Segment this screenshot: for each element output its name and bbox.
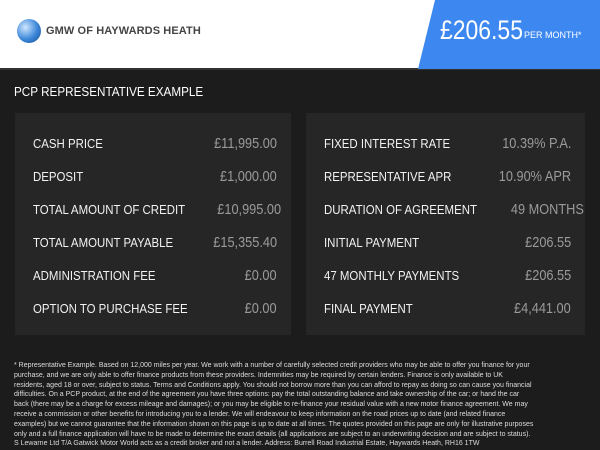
finance-row: ADMINISTRATION FEE £0.00 — [33, 265, 277, 285]
finance-value: 10.39% P.A. — [501, 134, 571, 152]
per-month-label: PER MONTH* — [524, 30, 582, 40]
finance-row: TOTAL AMOUNT PAYABLE £15,355.40 — [33, 232, 277, 252]
disclaimer: * Representative Example. Based on 12,00… — [14, 362, 534, 448]
finance-label: REPRESENTATIVE APR — [324, 168, 452, 184]
finance-value: £10,995.00 — [217, 200, 281, 218]
header: GMW OF HAYWARDS HEATH £206.55 PER MONTH* — [0, 0, 600, 70]
finance-label: OPTION TO PURCHASE FEE — [33, 300, 188, 316]
finance-label: DURATION OF AGREEMENT — [324, 201, 477, 217]
finance-label: TOTAL AMOUNT OF CREDIT — [33, 201, 186, 217]
left-panel: CASH PRICE £11,995.00 DEPOSIT £1,000.00 TOTA… — [15, 113, 291, 335]
finance-label: 47 MONTHLY PAYMENTS — [324, 267, 460, 283]
finance-row: CASH PRICE £11,995.00 — [33, 133, 277, 153]
brand-name[interactable]: GMW OF HAYWARDS HEATH — [46, 25, 201, 37]
finance-label: FIXED INTEREST RATE — [324, 135, 451, 151]
finance-row: REPRESENTATIVE APR 10.90% APR — [324, 166, 571, 186]
monthly-price: £206.55 — [440, 15, 523, 45]
finance-value: £4,441.00 — [514, 299, 571, 317]
finance-row: DEPOSIT £1,000.00 — [33, 166, 277, 186]
finance-value: 10.90% APR — [498, 167, 571, 185]
finance-row: TOTAL AMOUNT OF CREDIT £10,995.00 — [33, 199, 281, 219]
finance-row: INITIAL PAYMENT £206.55 — [324, 232, 571, 252]
finance-row: FINAL PAYMENT £4,441.00 — [324, 298, 571, 318]
finance-row: FIXED INTEREST RATE 10.39% P.A. — [324, 133, 571, 153]
finance-row: OPTION TO PURCHASE FEE £0.00 — [33, 298, 277, 318]
finance-value: £11,995.00 — [214, 134, 277, 152]
price-banner — [418, 0, 600, 69]
finance-label: INITIAL PAYMENT — [324, 234, 420, 250]
finance-label: TOTAL AMOUNT PAYABLE — [33, 234, 174, 250]
section-title: PCP REPRESENTATIVE EXAMPLE — [14, 84, 204, 99]
finance-value: £1,000.00 — [220, 167, 277, 185]
finance-value: £206.55 — [524, 266, 571, 284]
finance-label: ADMINISTRATION FEE — [33, 267, 156, 283]
finance-label: CASH PRICE — [33, 135, 103, 151]
finance-value: £15,355.40 — [213, 233, 277, 251]
finance-row: 47 MONTHLY PAYMENTS £206.55 — [324, 265, 571, 285]
globe-logo-icon[interactable] — [17, 19, 41, 43]
right-panel: FIXED INTEREST RATE 10.39% P.A. REPRESENTA… — [306, 113, 585, 335]
finance-label: DEPOSIT — [33, 168, 84, 184]
finance-label: FINAL PAYMENT — [324, 300, 413, 316]
finance-value: £0.00 — [245, 299, 277, 317]
finance-value: £206.55 — [524, 233, 571, 251]
finance-value: £0.00 — [245, 266, 277, 284]
finance-value: 49 MONTHS — [510, 200, 584, 218]
finance-row: DURATION OF AGREEMENT 49 MONTHS — [324, 199, 584, 219]
